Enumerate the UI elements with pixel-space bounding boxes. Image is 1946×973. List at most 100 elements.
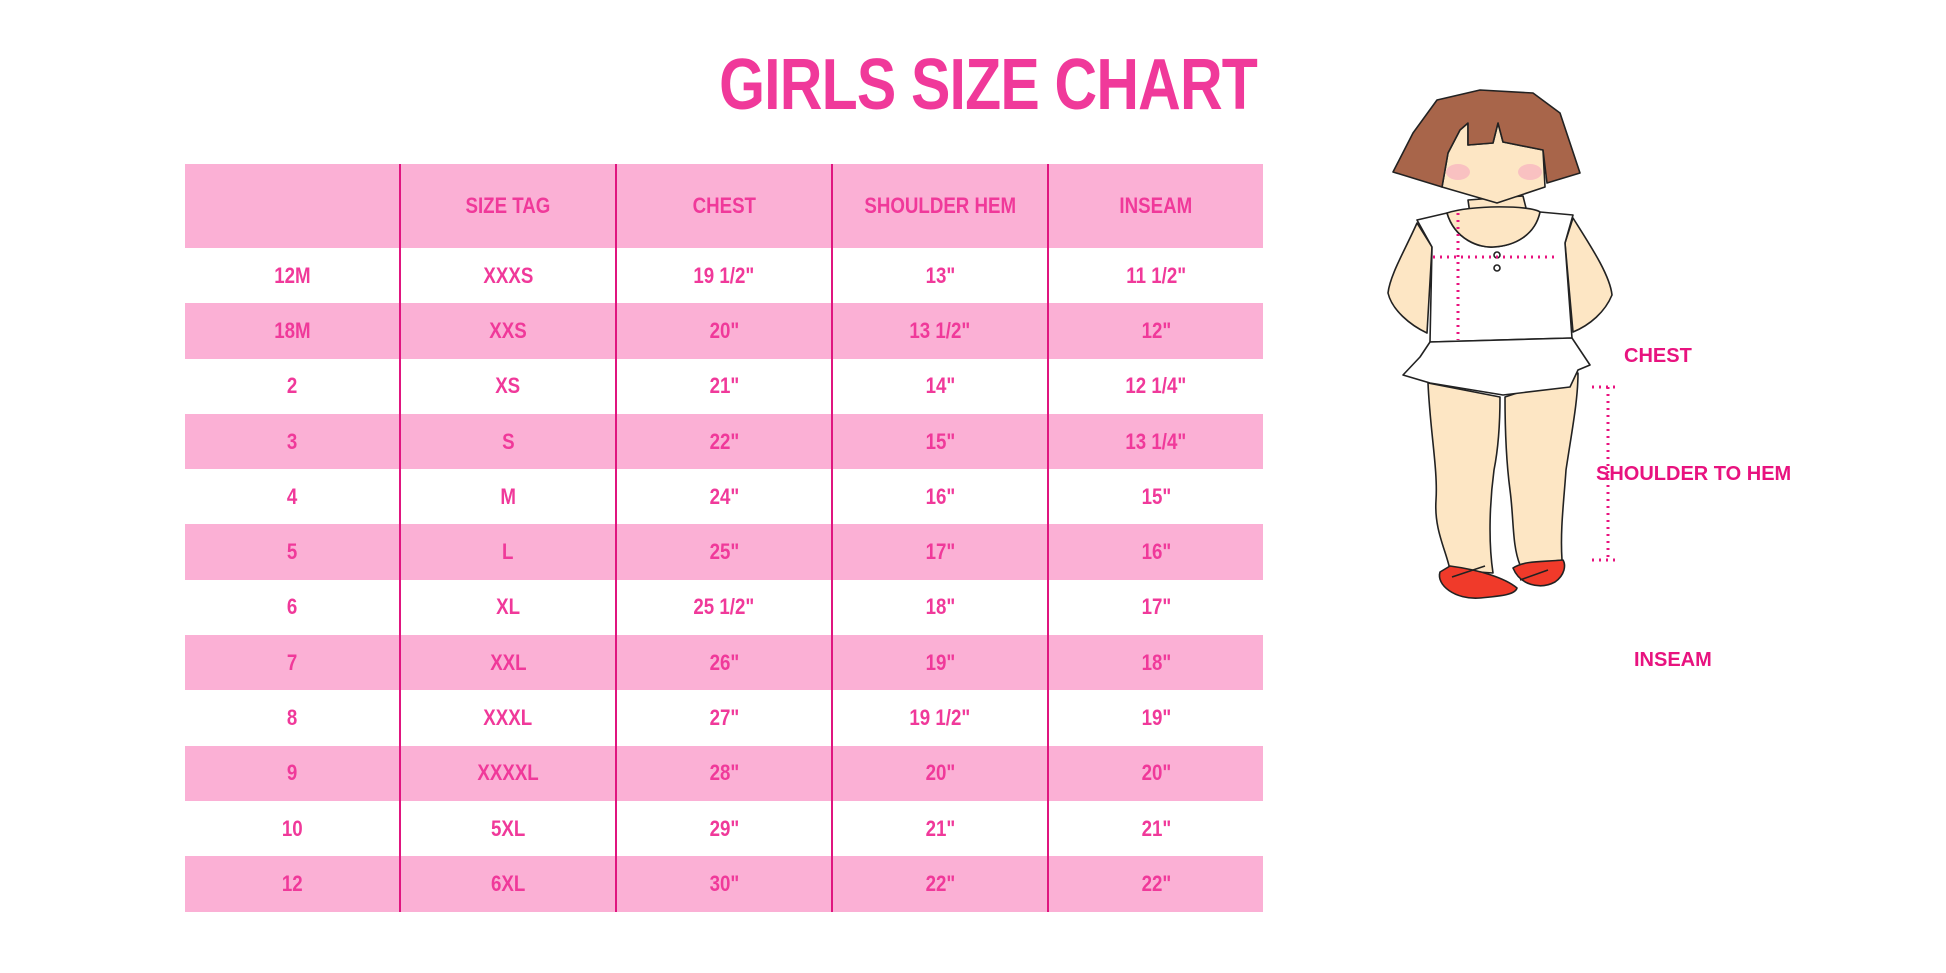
table-cell: 21": [615, 358, 832, 414]
table-cell: 25 1/2": [615, 579, 832, 636]
size-chart-table: SIZE TAG CHEST SHOULDER HEM INSEAM 12M XXXS 1…: [185, 164, 1263, 912]
table-header-row: SIZE TAG CHEST SHOULDER HEM INSEAM: [185, 164, 1263, 248]
cell-value: 16": [1141, 539, 1171, 565]
cell-value: 17": [925, 539, 955, 565]
table-cell: 30": [615, 856, 832, 912]
table-cell: 16": [831, 469, 1048, 525]
table-cell: S: [399, 413, 616, 470]
chest-label: CHEST: [1624, 345, 1692, 367]
cell-value: 12 1/4": [1125, 373, 1187, 399]
table-cell: 24": [615, 469, 832, 525]
table-row: 4 M 24" 16" 15": [185, 469, 1263, 525]
table-cell: 16": [1047, 524, 1263, 580]
cell-value: XL: [496, 594, 520, 620]
table-cell: 13 1/4": [1047, 413, 1263, 470]
table-cell: 22": [615, 413, 832, 470]
cell-value: 20": [925, 760, 955, 786]
cell-value: 19": [1141, 705, 1171, 731]
table-cell: 20": [1047, 745, 1263, 801]
page-title: GIRLS SIZE CHART: [719, 45, 1258, 125]
table-cell: 19 1/2": [615, 248, 832, 304]
table-cell: 3: [185, 414, 400, 469]
cell-value: 14": [925, 373, 955, 399]
table-cell: 12": [1047, 303, 1263, 359]
cell-value: 19 1/2": [693, 262, 755, 288]
cell-value: 28": [709, 760, 739, 786]
table-cell: 17": [831, 524, 1048, 580]
cell-value: 16": [925, 483, 955, 509]
table-row: 9 XXXXL 28" 20" 20": [185, 745, 1263, 801]
cell-value: 26": [709, 649, 739, 675]
arms: [1387, 217, 1613, 334]
table-cell: XXS: [399, 303, 616, 359]
column-header: INSEAM: [1047, 164, 1263, 248]
skirt: [1402, 337, 1591, 396]
table-cell: 4: [185, 469, 400, 524]
cell-value: 12": [1141, 317, 1171, 343]
cell-value: M: [500, 483, 516, 509]
table-row: 6 XL 25 1/2" 18" 17": [185, 579, 1263, 636]
table-row: 7 XXL 26" 19" 18": [185, 635, 1263, 691]
cell-value: 7: [286, 649, 298, 675]
cell-value: 29": [709, 815, 739, 841]
cell-value: 13 1/2": [909, 317, 971, 343]
cell-value: XXXL: [483, 705, 533, 731]
button-icon: [1493, 264, 1501, 272]
table-row: 10 5XL 29" 21" 21": [185, 800, 1263, 857]
cell-value: 30": [709, 870, 739, 896]
column-header: SIZE TAG: [399, 164, 616, 248]
table-cell: 19": [1047, 690, 1263, 746]
column-header-label: CHEST: [692, 193, 756, 218]
hair: [1392, 89, 1581, 188]
table-cell: 6XL: [399, 856, 616, 912]
shirt-neckline: [1446, 206, 1541, 248]
table-row: 18M XXS 20" 13 1/2" 12": [185, 303, 1263, 359]
cell-value: 15": [925, 428, 955, 454]
cell-value: 13": [925, 262, 955, 288]
table-cell: 8: [185, 690, 400, 745]
cell-value: 20": [1141, 760, 1171, 786]
cell-value: 5XL: [490, 815, 526, 841]
cell-value: 5: [286, 539, 298, 565]
table-cell: 21": [831, 800, 1048, 857]
cell-value: 22": [925, 870, 955, 896]
cell-value: 3: [286, 428, 298, 454]
table-cell: 7: [185, 635, 400, 690]
table-cell: L: [399, 524, 616, 580]
measurement-lines: [1433, 213, 1617, 562]
table-cell: 22": [1047, 856, 1263, 912]
table-cell: 12M: [185, 248, 400, 303]
table-cell: XXL: [399, 635, 616, 691]
table-cell: 2: [185, 359, 400, 414]
cell-value: 21": [1141, 815, 1171, 841]
table-cell: 25": [615, 524, 832, 580]
cell-value: 12: [281, 870, 303, 896]
table-cell: 11 1/2": [1047, 248, 1263, 304]
legs: [1427, 372, 1579, 574]
cell-value: 21": [709, 373, 739, 399]
table-cell: 17": [1047, 579, 1263, 636]
cell-value: 9: [286, 760, 298, 786]
table-row: 3 S 22" 15" 13 1/4": [185, 413, 1263, 470]
cell-value: XXXXL: [477, 760, 539, 786]
table-cell: 12 1/4": [1047, 358, 1263, 414]
cell-value: L: [502, 539, 514, 565]
cell-value: 2: [286, 373, 298, 399]
cell-value: XXS: [489, 317, 527, 343]
table-cell: 22": [831, 856, 1048, 912]
table-cell: 28": [615, 745, 832, 801]
table-row: 12 6XL 30" 22" 22": [185, 856, 1263, 912]
cell-value: XXL: [489, 649, 527, 675]
inseam-label: INSEAM: [1634, 649, 1712, 671]
table-cell: XXXXL: [399, 745, 616, 801]
shoes: [1438, 559, 1566, 599]
cell-value: 12M: [273, 262, 311, 288]
table-cell: 19 1/2": [831, 690, 1048, 746]
table-cell: 14": [831, 358, 1048, 414]
table-row: 8 XXXL 27" 19 1/2" 19": [185, 690, 1263, 746]
table-cell: 19": [831, 635, 1048, 691]
cell-value: 4: [286, 483, 298, 509]
cell-value: 24": [709, 483, 739, 509]
cell-value: 22": [709, 428, 739, 454]
table-row: 5 L 25" 17" 16": [185, 524, 1263, 580]
